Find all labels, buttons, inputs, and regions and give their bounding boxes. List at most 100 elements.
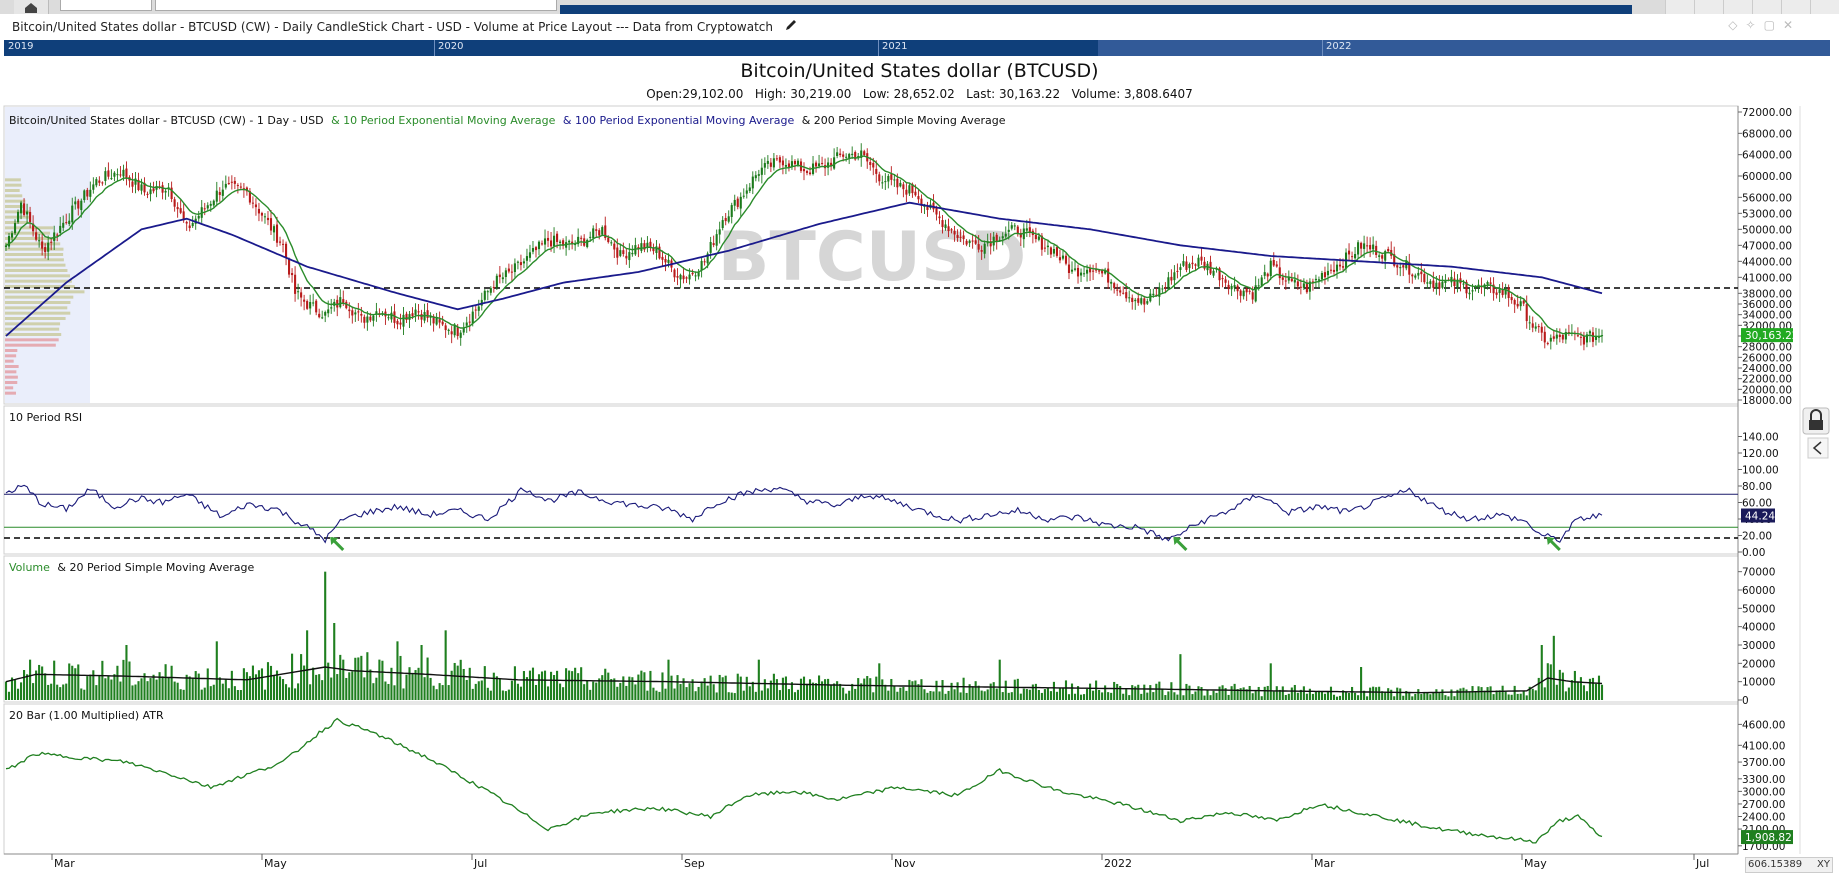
volume-bar	[489, 690, 492, 700]
rsi-axis-label: 0.00	[1742, 547, 1765, 559]
candle-body	[1522, 300, 1525, 304]
vap-bar	[5, 221, 29, 224]
price-axis-label: 68000.00	[1742, 128, 1792, 140]
candle-body	[348, 309, 351, 312]
window-icon[interactable]	[1810, 0, 1839, 14]
candle-body	[881, 182, 884, 184]
candle-body	[604, 225, 607, 239]
candle-body	[1203, 261, 1206, 269]
volume-bar	[1570, 680, 1573, 700]
diamond-icon[interactable]: ◇	[1728, 18, 1738, 32]
candle-body	[1441, 281, 1444, 288]
volume-bar	[1369, 687, 1372, 700]
volume-bar	[1067, 694, 1071, 700]
volume-bar	[1501, 685, 1504, 700]
rsi-axis-label: 140.00	[1742, 432, 1779, 444]
volume-bar	[1034, 683, 1037, 700]
candle-body	[1396, 265, 1399, 268]
volume-bar	[790, 682, 794, 700]
candle-body	[414, 309, 417, 315]
volume-bar	[1200, 687, 1203, 700]
timeline-selection[interactable]	[1098, 40, 1830, 56]
volume-bar	[956, 682, 959, 700]
volume-bar	[929, 691, 932, 700]
volume-bar	[1486, 687, 1489, 700]
horizontal-scroll-readout[interactable]: 606.15389 XY	[1745, 857, 1833, 873]
volume-bar	[769, 680, 772, 700]
close-icon[interactable]: ✕	[1782, 18, 1793, 32]
volume-bar	[598, 678, 601, 700]
minimize-icon[interactable]	[1752, 0, 1781, 14]
candle-body	[197, 215, 200, 219]
volume-bar	[1218, 686, 1221, 700]
candle-body	[1275, 264, 1278, 267]
candle-body	[914, 191, 917, 196]
candle-body	[161, 185, 164, 193]
volume-bar	[1116, 683, 1119, 700]
candle-body	[836, 152, 839, 157]
edit-icon[interactable]	[785, 19, 797, 31]
timeline-navigator[interactable]: 2019 2020 2021 2022	[4, 40, 1830, 56]
candle-body	[730, 205, 733, 217]
grid-icon[interactable]	[1723, 0, 1752, 14]
x-axis-label: 2022	[1104, 857, 1132, 870]
volume-bar	[369, 669, 372, 700]
browser-tab[interactable]	[155, 0, 557, 11]
candle-body	[1519, 301, 1522, 307]
volume-bar	[345, 677, 348, 700]
browser-tab[interactable]	[60, 0, 152, 11]
box-icon[interactable]: ▢	[1763, 18, 1775, 32]
x-axis-label: Mar	[1314, 857, 1335, 870]
candle-body	[456, 326, 459, 337]
volume-bar	[625, 685, 628, 700]
candle-body	[664, 259, 667, 263]
volume-bar	[212, 684, 215, 700]
candle-body	[1046, 245, 1049, 248]
candle-body	[351, 310, 354, 316]
candle-body	[281, 243, 285, 245]
crosshair-icon[interactable]: ✧	[1745, 18, 1756, 32]
volume-bar	[1495, 690, 1498, 700]
candle-body	[4, 245, 8, 248]
volume-bar	[851, 683, 854, 700]
candle-body	[754, 175, 757, 179]
candle-body	[1540, 326, 1543, 333]
volume-bar	[116, 665, 119, 700]
ohlc-low: Low: 28,652.02	[862, 87, 955, 101]
candle-body	[1381, 255, 1384, 259]
zoom-xy-button[interactable]: XY	[1817, 859, 1830, 870]
candle-body	[1176, 270, 1179, 272]
vap-bar	[5, 365, 19, 368]
volume-bar	[842, 687, 845, 700]
candle-body	[884, 181, 887, 183]
collapse-button[interactable]	[1807, 437, 1829, 459]
candle-body	[59, 225, 62, 234]
lock-button[interactable]	[1802, 407, 1830, 435]
volume-bar	[1049, 691, 1052, 700]
volume-bar	[173, 681, 176, 700]
volume-bar	[336, 674, 339, 700]
candle-body	[911, 184, 914, 194]
home-button[interactable]	[14, 0, 49, 14]
candle-body	[248, 191, 251, 203]
candle-body	[1079, 272, 1083, 276]
volume-bar	[342, 659, 345, 700]
volume-bar	[1372, 686, 1375, 700]
volume-bar	[540, 671, 544, 700]
volume-bar	[513, 666, 516, 700]
candle-body	[697, 272, 700, 277]
volume-bar	[781, 677, 784, 700]
volume-bar	[227, 688, 230, 700]
undo-icon[interactable]	[1665, 0, 1694, 14]
pen-icon[interactable]	[1694, 0, 1723, 14]
candle-body	[613, 243, 616, 250]
expand-icon[interactable]	[1781, 0, 1810, 14]
candle-body	[1504, 289, 1507, 295]
candle-body	[640, 243, 643, 251]
candle-body	[1098, 270, 1101, 272]
rsi-last-badge	[1741, 508, 1775, 523]
candle-body	[1191, 262, 1194, 265]
volume-bar	[827, 678, 830, 700]
candle-body	[974, 240, 977, 244]
